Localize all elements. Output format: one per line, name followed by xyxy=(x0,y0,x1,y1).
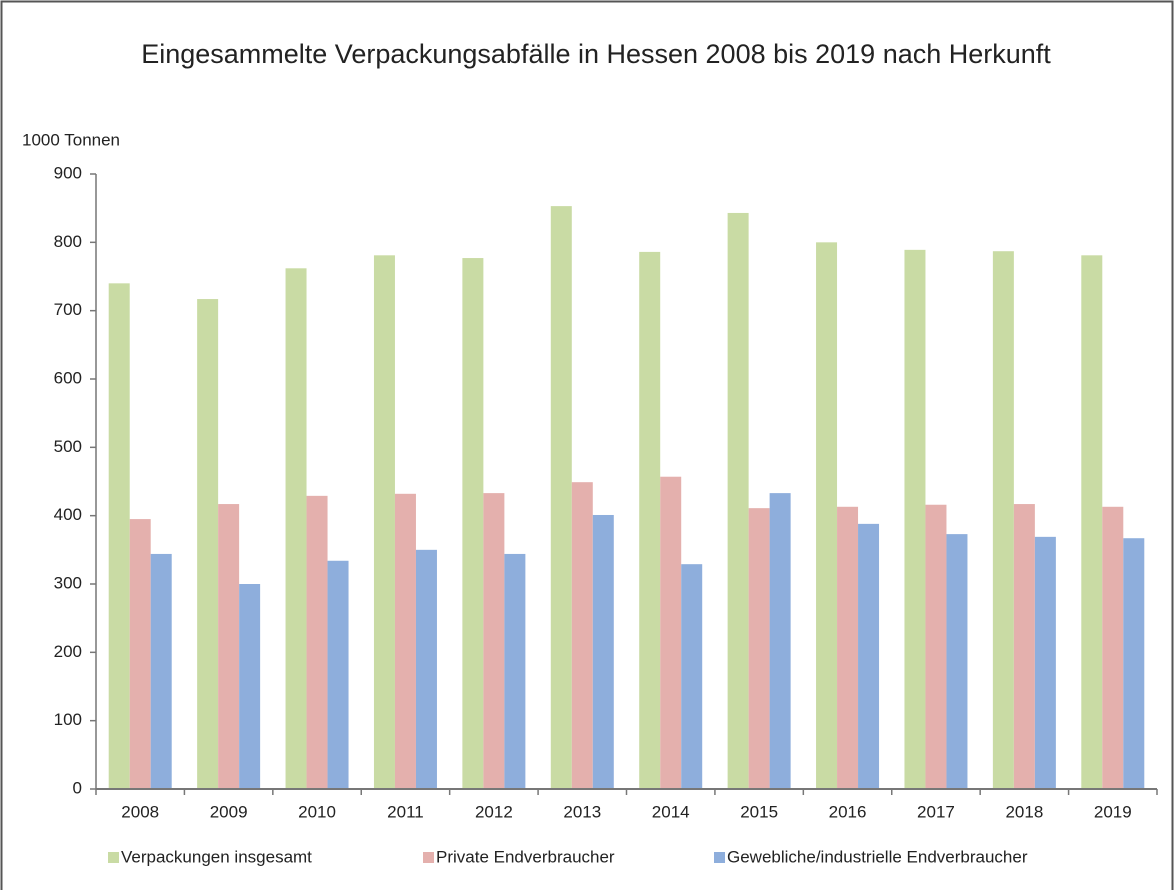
bar xyxy=(306,495,328,789)
y-tick-label: 400 xyxy=(54,505,82,524)
x-tick-label: 2018 xyxy=(1005,802,1043,821)
x-tick-label: 2012 xyxy=(475,802,513,821)
x-tick-label: 2015 xyxy=(740,802,778,821)
y-tick-label: 800 xyxy=(54,232,82,251)
x-tick-label: 2014 xyxy=(652,802,690,821)
bar xyxy=(197,299,219,789)
x-tick-label: 2013 xyxy=(563,802,601,821)
bar xyxy=(1034,536,1056,789)
legend-label: Gewebliche/industrielle Endverbraucher xyxy=(727,847,1028,866)
bar xyxy=(239,584,261,789)
y-tick-label: 100 xyxy=(54,710,82,729)
bar xyxy=(1102,506,1124,789)
bar xyxy=(904,249,926,790)
bar xyxy=(129,519,151,789)
bar xyxy=(550,206,572,789)
y-tick-label: 0 xyxy=(73,778,82,797)
x-tick-label: 2008 xyxy=(121,802,159,821)
legend-label: Private Endverbraucher xyxy=(436,847,615,866)
y-axis-label: 1000 Tonnen xyxy=(22,130,120,149)
bar xyxy=(592,514,614,789)
bar xyxy=(1013,504,1035,789)
bar xyxy=(327,560,349,789)
legend-swatch xyxy=(108,852,119,863)
bar xyxy=(681,564,703,789)
x-tick-label: 2019 xyxy=(1094,802,1132,821)
bar xyxy=(218,504,240,789)
bar xyxy=(769,493,791,789)
bar xyxy=(483,493,505,789)
bar xyxy=(150,553,172,789)
bar xyxy=(639,251,661,789)
y-tick-label: 900 xyxy=(54,163,82,182)
x-tick-label: 2016 xyxy=(829,802,867,821)
bar xyxy=(727,212,749,789)
legend-label: Verpackungen insgesamt xyxy=(121,847,312,866)
chart-title: Eingesammelte Verpackungsabfälle in Hess… xyxy=(141,39,1051,69)
x-tick-label: 2009 xyxy=(210,802,248,821)
y-tick-label: 700 xyxy=(54,300,82,319)
bar xyxy=(925,504,947,789)
legend-swatch xyxy=(423,852,434,863)
x-tick-label: 2011 xyxy=(387,802,424,821)
bar xyxy=(992,251,1014,789)
bar xyxy=(394,493,416,789)
bar xyxy=(462,258,484,789)
bar xyxy=(816,242,838,790)
x-tick-label: 2017 xyxy=(917,802,955,821)
bar xyxy=(748,508,770,789)
bar xyxy=(1123,538,1145,789)
y-tick-label: 500 xyxy=(54,437,82,456)
legend-swatch xyxy=(714,852,725,863)
bar xyxy=(504,553,526,789)
bar xyxy=(858,523,880,789)
y-tick-label: 200 xyxy=(54,642,82,661)
bar xyxy=(108,283,130,789)
bar xyxy=(660,476,682,789)
x-tick-label: 2010 xyxy=(298,802,336,821)
bar xyxy=(837,506,859,789)
bar xyxy=(415,549,437,789)
y-tick-label: 300 xyxy=(54,573,82,592)
y-tick-label: 600 xyxy=(54,368,82,387)
bar xyxy=(373,255,395,790)
bar xyxy=(571,482,593,789)
bar xyxy=(946,534,968,789)
bar xyxy=(285,268,307,789)
bar xyxy=(1081,255,1103,790)
